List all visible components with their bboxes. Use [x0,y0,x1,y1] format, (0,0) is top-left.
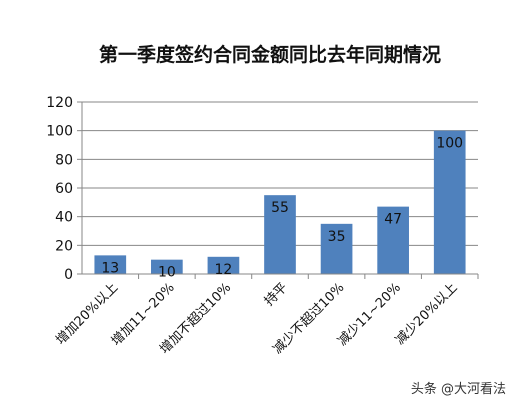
data-label: 13 [101,260,119,276]
data-label: 10 [158,265,176,281]
bar [320,223,353,274]
bar [433,130,466,274]
y-tick-label: 20 [55,238,73,254]
bar [207,256,240,274]
data-label: 55 [271,200,289,216]
axes [77,101,479,279]
labels: 02040608010012013增加20%以上10增加11~20%12增加不超… [46,95,463,357]
y-tick-label: 120 [46,95,73,111]
data-label: 12 [215,262,233,278]
bars [94,130,466,274]
y-tick-label: 100 [46,124,73,140]
bar [94,255,127,274]
category-label: 持平 [262,280,291,309]
bar [377,206,409,274]
y-tick-label: 40 [55,210,73,226]
data-label: 47 [384,212,402,228]
y-tick-label: 80 [55,152,73,168]
y-tick-label: 60 [55,181,73,197]
data-label: 35 [328,229,346,245]
watermark: 头条 @大河看法 [410,382,506,397]
bar [264,195,296,274]
chart-title: 第一季度签约合同金额同比去年同期情况 [99,43,441,66]
bar [151,259,183,274]
data-label: 100 [436,136,463,152]
y-tick-label: 0 [64,267,73,283]
